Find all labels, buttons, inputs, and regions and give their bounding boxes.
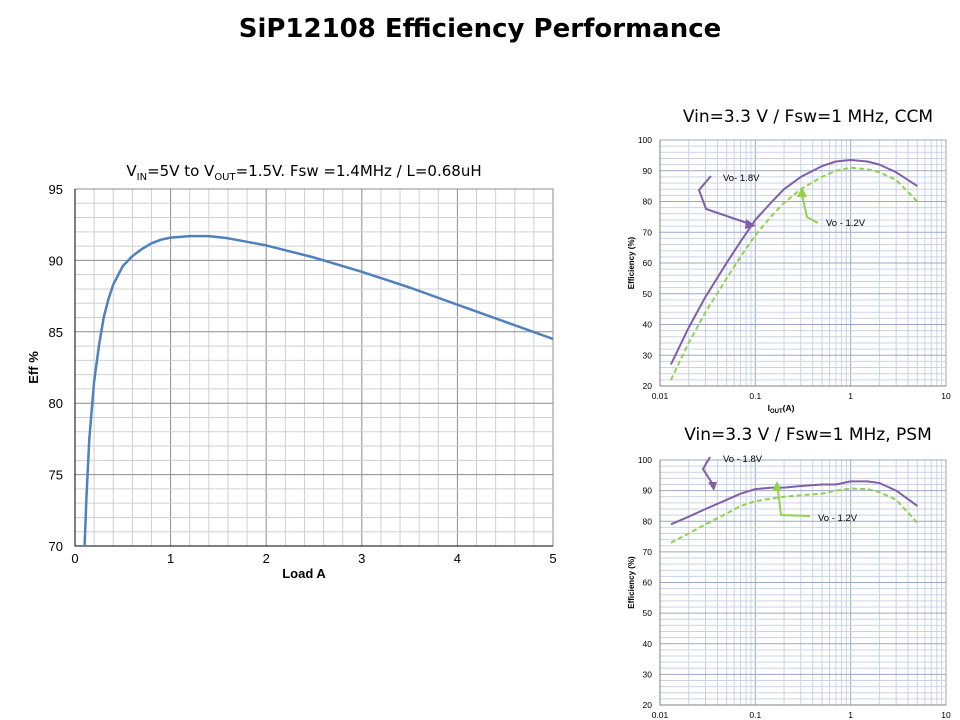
y-tick-label: 70 (643, 547, 653, 557)
y-tick-label: 50 (643, 289, 653, 299)
x-tick-label: 4 (454, 551, 461, 566)
y-tick-label: 80 (643, 197, 653, 207)
arrow-head (797, 187, 807, 197)
y-tick-label: 100 (638, 135, 652, 145)
annotation-arrow (801, 194, 819, 224)
y-tick-label: 80 (643, 516, 653, 526)
y-tick-label: 70 (643, 227, 653, 237)
y-tick-label: 80 (49, 396, 63, 411)
y-tick-label: 75 (49, 468, 63, 483)
y-tick-label: 90 (643, 486, 653, 496)
series-line-1 (669, 159, 918, 365)
y-tick-label: 20 (643, 381, 653, 391)
x-axis-label: IOUT(A) (768, 403, 795, 415)
x-tick-label: 0.1 (749, 391, 761, 401)
annotation-label: Vo - 1.8V (723, 454, 763, 465)
psm-efficiency-chart: Vin=3.3 V / Fsw=1 MHz, PSM 0.01 0.1 1 10 20 30… (627, 425, 951, 720)
y-tick-label: 40 (643, 320, 653, 330)
series-line-2 (670, 487, 919, 544)
y-tick-label: 95 (49, 182, 63, 197)
annotation-arrow (701, 456, 713, 484)
arrow-head (708, 482, 717, 491)
x-tick-label: 2 (263, 551, 270, 566)
y-tick-label: 85 (49, 325, 63, 340)
ccm-efficiency-chart: Vin=3.3 V / Fsw=1 MHz, CCM 0.01 0.1 1 10 20 30… (627, 107, 951, 415)
x-tick-label: 0.01 (652, 710, 669, 720)
x-tick-label: 0 (71, 551, 78, 566)
x-tick-label: 1 (848, 710, 853, 720)
annotation-label: Vo - 1.2V (826, 218, 866, 229)
annotation-arrow (697, 175, 751, 225)
series-line-1 (670, 480, 918, 526)
y-tick-label: 70 (49, 539, 63, 554)
y-axis-label: Efficiency (%) (627, 236, 636, 289)
x-tick-label: 5 (549, 551, 556, 566)
annotation-label: Vo - 1.2V (818, 513, 858, 524)
x-tick-label: 3 (358, 551, 365, 566)
annotation-label: Vo- 1.8V (723, 173, 760, 184)
y-tick-label: 50 (643, 608, 653, 618)
x-tick-label: 1 (167, 551, 174, 566)
y-tick-label: 20 (643, 700, 653, 710)
arrow-head (772, 481, 782, 491)
chart-title: VIN=5V to VOUT=1.5V. Fsw =1.4MHz / L=0.6… (126, 162, 481, 183)
y-tick-label: 100 (638, 455, 652, 465)
chart-title: Vin=3.3 V / Fsw=1 MHz, PSM (684, 425, 932, 445)
plot-area (74, 188, 554, 547)
x-tick-label: 1 (848, 391, 853, 401)
page-title: SiP12108 Efficiency Performance (238, 14, 722, 44)
y-tick-label: 30 (643, 350, 653, 360)
y-tick-label: 60 (643, 258, 653, 268)
y-tick-label: 40 (643, 639, 653, 649)
x-tick-label: 0.01 (652, 391, 669, 401)
arrow-head (745, 219, 756, 229)
gridlines (74, 188, 554, 547)
annotation-arrow (777, 489, 811, 517)
y-tick-label: 90 (49, 253, 63, 268)
x-axis-label: Load A (282, 566, 326, 581)
y-tick-label: 60 (643, 578, 653, 588)
efficiency-line (83, 234, 554, 547)
chart-title: Vin=3.3 V / Fsw=1 MHz, CCM (683, 107, 933, 127)
x-tick-label: 10 (941, 391, 951, 401)
y-tick-label: 90 (643, 166, 653, 176)
y-axis-label: Eff % (26, 351, 41, 384)
x-tick-label: 10 (941, 710, 951, 720)
main-efficiency-chart: 0 1 2 3 4 5 70 75 80 85 90 95 VIN=5V to VOUT=1.5V. F… (26, 162, 557, 581)
x-tick-label: 0.1 (749, 710, 761, 720)
y-tick-label: 30 (643, 669, 653, 679)
y-axis-label: Efficiency (%) (627, 556, 636, 609)
